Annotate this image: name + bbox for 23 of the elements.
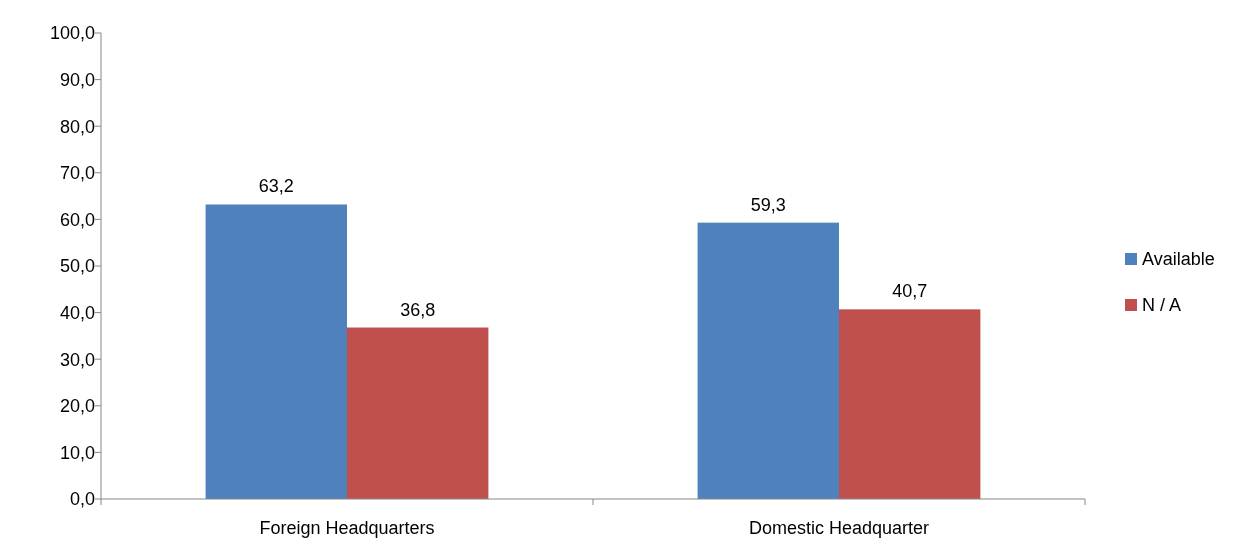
y-tick-label: 70,0	[59, 163, 95, 184]
y-tick-label: 30,0	[59, 349, 95, 370]
data-label: 59,3	[750, 194, 786, 215]
y-tick-label: 50,0	[59, 256, 95, 277]
y-tick-label: 60,0	[59, 209, 95, 230]
bar	[347, 327, 489, 499]
x-tick-label: Domestic Headquarter	[748, 518, 930, 538]
legend-label: N / A	[1142, 295, 1182, 316]
y-tick-label: 40,0	[59, 302, 95, 323]
y-tick-label: 100,0	[49, 23, 95, 44]
data-label: 63,2	[258, 176, 294, 197]
bar	[697, 222, 839, 499]
y-tick-label: 10,0	[59, 442, 95, 463]
data-label: 40,7	[892, 281, 928, 302]
y-tick-label: 80,0	[59, 116, 95, 137]
legend-label: Available	[1142, 249, 1215, 270]
y-tick-label: 90,0	[59, 69, 95, 90]
y-tick-label: 0,0	[69, 489, 95, 510]
bar	[205, 204, 347, 499]
bar	[839, 309, 981, 499]
x-tick-label: Foreign Headquarters	[259, 518, 435, 538]
y-tick-label: 20,0	[59, 396, 95, 417]
data-label: 36,8	[400, 299, 436, 320]
